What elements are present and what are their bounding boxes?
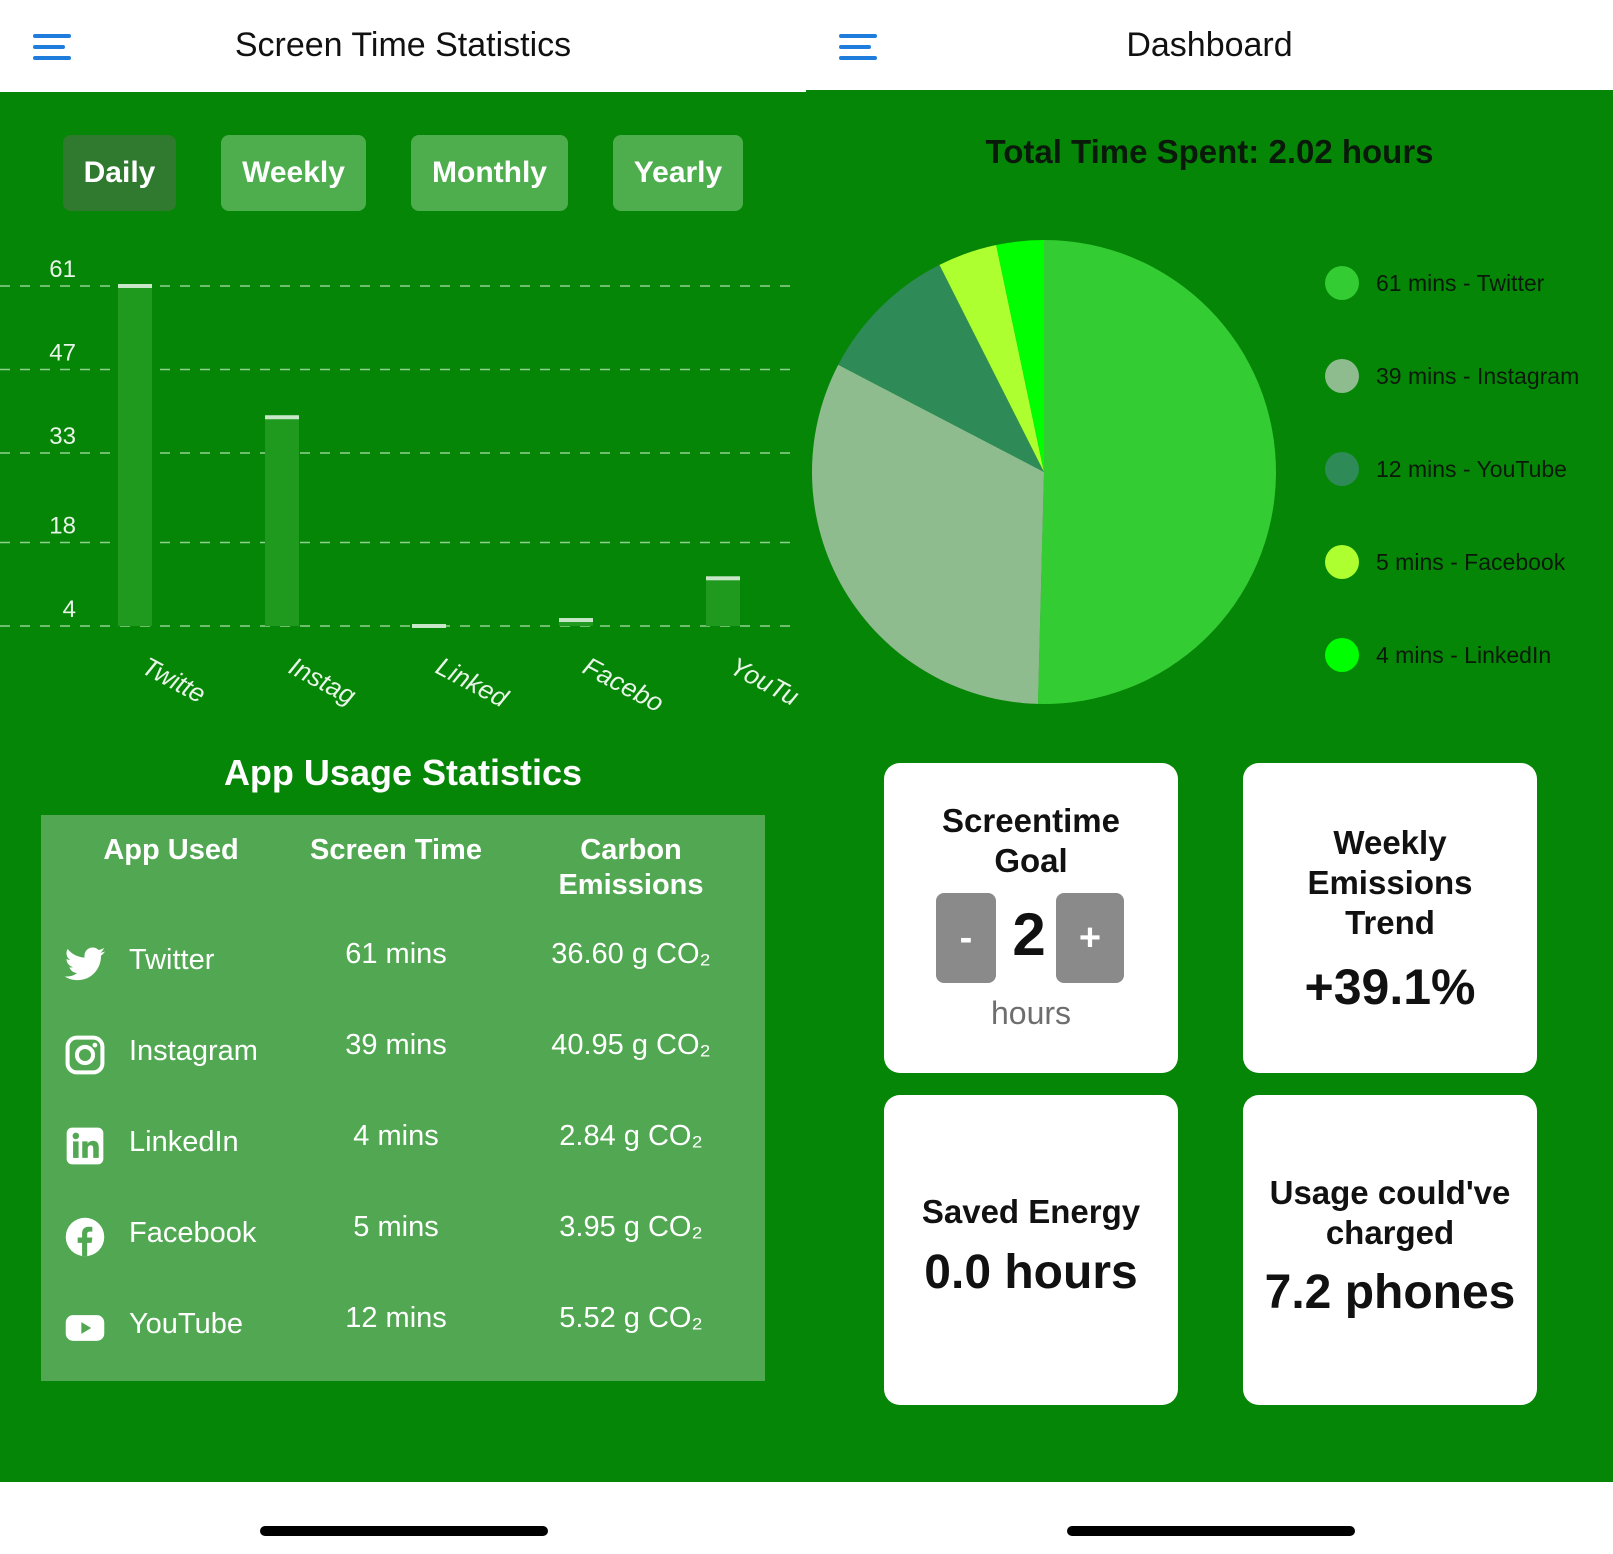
bar-cap: [412, 624, 446, 628]
legend-label: 12 mins - YouTube: [1376, 456, 1567, 482]
bar-cap: [118, 284, 152, 288]
card-title: Screentime Goal: [942, 802, 1120, 879]
card-title: Weekly Emissions Trend: [1307, 824, 1473, 941]
emissions-value: 36.60 g CO₂: [551, 938, 711, 970]
y-tick-label: 18: [49, 512, 76, 539]
screen-time-value: 4 mins: [353, 1120, 439, 1152]
screen-time-value: 39 mins: [345, 1029, 447, 1061]
pie-slice-linkedin: [996, 240, 1044, 472]
legend-marker: [1325, 266, 1359, 300]
app-name: YouTube: [129, 1308, 243, 1340]
legend-marker: [1325, 545, 1359, 579]
screen-time-value: 12 mins: [345, 1302, 447, 1334]
table-row: YouTube 12 mins 5.52 g CO₂: [41, 1284, 765, 1375]
x-tick-label: YouTu: [725, 651, 804, 712]
total-time-heading: Total Time Spent: 2.02 hours: [985, 133, 1434, 170]
youtube-icon: [65, 1315, 105, 1341]
bar-facebook: [559, 620, 593, 626]
phones-charged-value: 7.2 phones: [1264, 1266, 1516, 1319]
home-indicator[interactable]: [1067, 1526, 1355, 1536]
linkedin-icon: [66, 1127, 104, 1165]
page-title: Dashboard: [1126, 26, 1293, 64]
app-name: Instagram: [129, 1035, 258, 1067]
weekly-button[interactable]: Weekly: [221, 135, 366, 211]
y-tick-label: 4: [63, 596, 76, 623]
increase-goal-button[interactable]: +: [1056, 893, 1124, 983]
page-title: Screen Time Statistics: [234, 26, 572, 64]
legend-label: 61 mins - Twitter: [1376, 270, 1545, 296]
menu-icon[interactable]: [33, 34, 73, 62]
legend-marker: [1325, 638, 1359, 672]
pie-slice-youtube: [838, 264, 1044, 472]
legend-marker: [1325, 452, 1359, 486]
phones-charged-card: Usage could've charged 7.2 phones: [1243, 1095, 1537, 1405]
screen-time-value: 61 mins: [345, 938, 447, 970]
table-row: LinkedIn 4 mins 2.84 g CO₂: [41, 1102, 765, 1193]
y-tick-label: 61: [49, 256, 76, 283]
facebook-icon: [65, 1217, 105, 1257]
y-tick-label: 47: [49, 340, 76, 367]
table-row: Instagram 39 mins 40.95 g CO₂: [41, 1011, 765, 1102]
column-header-emissions: Carbon Emissions: [558, 834, 704, 901]
pie-slice-facebook: [939, 244, 1044, 472]
goal-value: 2: [1012, 901, 1046, 968]
screen-time-value: 5 mins: [353, 1211, 439, 1243]
column-header-app: App Used: [103, 834, 239, 866]
menu-icon[interactable]: [839, 34, 879, 62]
x-tick-label: Twitte: [137, 651, 211, 709]
emissions-value: 40.95 g CO₂: [551, 1029, 711, 1061]
saved-energy-value: 0.0 hours: [924, 1246, 1138, 1299]
decrease-goal-button[interactable]: -: [936, 893, 996, 983]
screentime-goal-card: Screentime Goal: [884, 763, 1178, 1073]
bar-youtube: [706, 578, 740, 626]
card-title: Usage could've charged: [1269, 1174, 1511, 1251]
bar-cap: [559, 618, 593, 623]
x-tick-label: Linked: [431, 651, 514, 714]
daily-button[interactable]: Daily: [63, 135, 176, 211]
x-tick-label: Instag: [284, 651, 361, 711]
app-name: Facebook: [129, 1217, 257, 1249]
usage-table: App Used Screen Time Carbon Emissions Tw…: [41, 815, 765, 1381]
yearly-button[interactable]: Yearly: [613, 135, 743, 211]
table-row: Facebook 5 mins 3.95 g CO₂: [41, 1193, 765, 1284]
weekly-emissions-card: Weekly Emissions Trend +39.1%: [1243, 763, 1537, 1073]
emissions-value: 5.52 g CO₂: [559, 1302, 703, 1334]
navbar: Dashboard: [806, 0, 1613, 92]
bar-cap: [706, 576, 740, 581]
dashboard-screen: Dashboard Total Time Spent: 2.02 hours 6…: [806, 0, 1613, 1554]
table-row: Twitter 61 mins 36.60 g CO₂: [41, 920, 765, 1011]
pie-slice-instagram: [811, 364, 1044, 704]
navbar: Screen Time Statistics: [0, 0, 806, 92]
instagram-icon: [65, 1035, 105, 1075]
monthly-button[interactable]: Monthly: [411, 135, 568, 211]
pie-slice-twitter: [1037, 240, 1277, 705]
bar-chart: 61 47 33 18 4 Twitte Instag Linked Facebo YouTu: [0, 256, 804, 718]
table-title: App Usage Statistics: [223, 752, 583, 793]
bar-instagram: [265, 417, 299, 626]
x-tick-label: Facebo: [578, 651, 669, 718]
bar-twitter: [118, 286, 152, 626]
y-tick-label: 33: [49, 423, 76, 450]
emissions-value: 3.95 g CO₂: [559, 1211, 703, 1243]
legend-label: 39 mins - Instagram: [1376, 363, 1579, 389]
screen-time-statistics-screen: Screen Time Statistics Daily Weekly Mont…: [0, 0, 806, 1554]
legend-label: 5 mins - Facebook: [1376, 549, 1566, 575]
app-name: Twitter: [129, 944, 215, 976]
twitter-icon: [64, 947, 106, 981]
trend-value: +39.1%: [1304, 959, 1476, 1015]
legend-marker: [1325, 359, 1359, 393]
bar-cap: [265, 415, 299, 420]
goal-unit: hours: [990, 995, 1072, 1031]
home-indicator[interactable]: [260, 1526, 548, 1536]
legend-label: 4 mins - LinkedIn: [1376, 642, 1551, 668]
pie-chart: 61 mins - Twitter 39 mins - Instagram 12 m…: [811, 240, 1579, 705]
emissions-value: 2.84 g CO₂: [559, 1120, 703, 1152]
saved-energy-card: Saved Energy 0.0 hours: [884, 1095, 1178, 1405]
card-title: Saved Energy: [921, 1193, 1141, 1230]
app-name: LinkedIn: [129, 1126, 239, 1158]
column-header-time: Screen Time: [310, 834, 482, 866]
